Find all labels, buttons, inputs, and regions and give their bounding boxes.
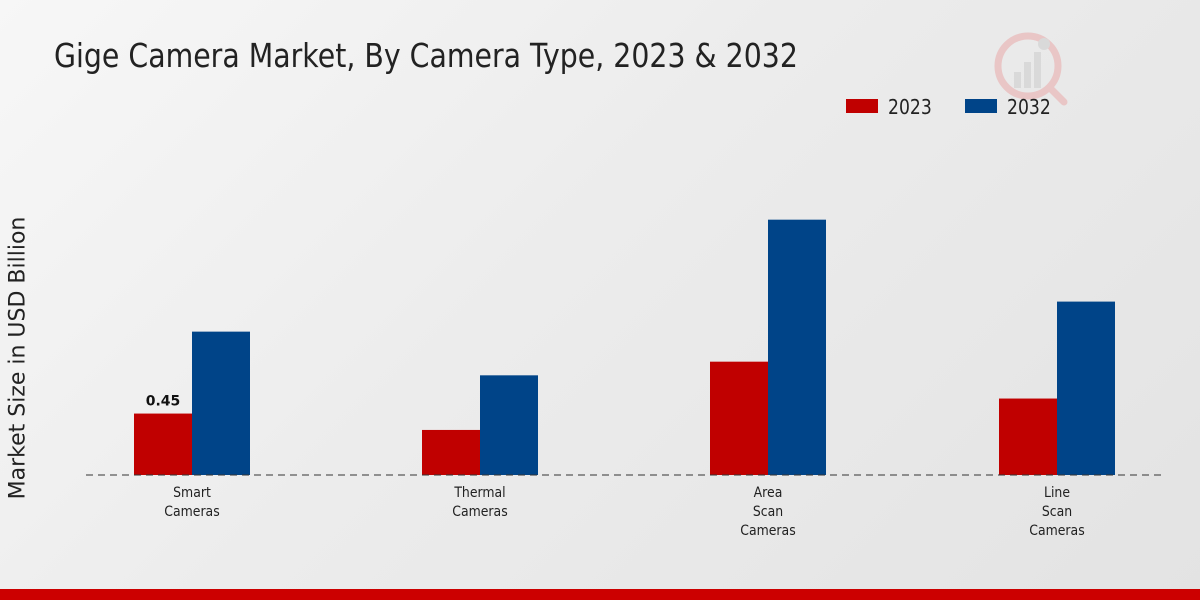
brand-logo-icon bbox=[992, 28, 1072, 108]
bar-2023-1 bbox=[422, 429, 480, 475]
legend-swatch-2023 bbox=[846, 99, 878, 113]
legend-label-2032: 2032 bbox=[1007, 95, 1051, 119]
x-tick-label-0: Smart Cameras bbox=[164, 484, 219, 520]
bar-2032-1 bbox=[480, 375, 538, 475]
data-label-2023-0: 0.45 bbox=[146, 394, 181, 410]
legend-label-2023: 2023 bbox=[888, 95, 932, 119]
x-tick-label-1: Thermal Cameras bbox=[452, 484, 507, 520]
legend-swatch-2032 bbox=[965, 99, 997, 113]
bar-2032-0 bbox=[192, 331, 250, 475]
footer-accent-bar bbox=[0, 589, 1200, 600]
bar-2032-3 bbox=[1057, 301, 1115, 475]
bar-2023-3 bbox=[999, 398, 1057, 475]
x-tick-label-2: Area Scan Cameras bbox=[740, 484, 795, 539]
x-tick-label-3: Line Scan Cameras bbox=[1029, 484, 1084, 539]
bar-2023-2 bbox=[710, 361, 768, 475]
chart-title: Gige Camera Market, By Camera Type, 2023… bbox=[54, 36, 798, 75]
bar-2023-0 bbox=[134, 413, 192, 475]
bar-2032-2 bbox=[768, 219, 826, 475]
